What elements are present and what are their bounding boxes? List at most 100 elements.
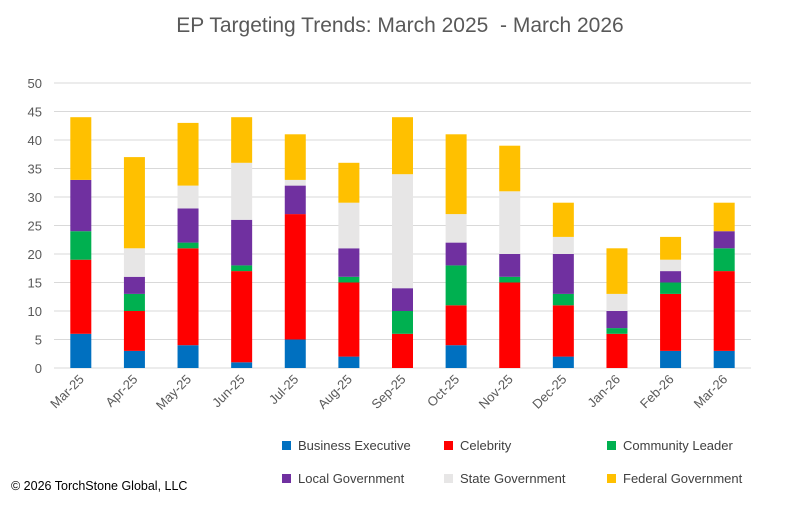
bar-segment <box>284 214 306 340</box>
bar-segment <box>70 179 92 232</box>
x-tick-label: Jan-26 <box>584 372 623 411</box>
bar-segment <box>445 265 467 306</box>
bar-segment <box>552 293 574 306</box>
bar-segment <box>713 350 735 368</box>
x-tick-label: Jun-25 <box>209 372 248 411</box>
bar-segment <box>606 293 628 311</box>
bar-segment <box>231 219 253 266</box>
bar-segment <box>338 356 360 368</box>
legend-label: Community Leader <box>623 438 733 453</box>
bar-segment <box>606 248 628 294</box>
legend-label: Business Executive <box>298 438 411 453</box>
chart-title: EP Targeting Trends: March 2025 - March … <box>176 14 624 37</box>
legend-label: State Government <box>460 471 566 486</box>
bar-segment <box>713 248 735 272</box>
y-tick-label: 40 <box>28 133 42 148</box>
bar-segment <box>660 282 682 294</box>
legend-swatch <box>607 474 616 483</box>
bar-segment <box>70 333 92 368</box>
copyright: © 2026 TorchStone Global, LLC <box>11 479 188 493</box>
bar-segment <box>231 117 253 163</box>
bar-segment <box>231 271 253 363</box>
bar-segment <box>177 185 199 209</box>
bar-segment <box>445 305 467 346</box>
legend-swatch <box>282 441 291 450</box>
bar-segment <box>338 162 360 203</box>
bar-segment <box>660 271 682 283</box>
bar-segment <box>338 202 360 249</box>
bar-segment <box>177 242 199 249</box>
bar-segment <box>177 122 199 186</box>
bar-segment <box>70 231 92 260</box>
bar-segment <box>499 282 521 368</box>
bar-segment <box>499 254 521 277</box>
bar-segment <box>445 242 467 266</box>
bar-segment <box>499 276 521 283</box>
bar-segment <box>338 248 360 277</box>
x-tick-label: Feb-26 <box>637 372 677 412</box>
bar-segment <box>713 202 735 232</box>
bar-segment <box>660 293 682 351</box>
bar-segment <box>713 271 735 351</box>
y-tick-label: 10 <box>28 304 42 319</box>
bar-segment <box>552 356 574 368</box>
bar-segment <box>713 231 735 249</box>
bar-segment <box>606 328 628 334</box>
x-tick-label: Mar-26 <box>691 372 731 412</box>
y-tick-label: 30 <box>28 190 42 205</box>
bar-segment <box>123 293 145 311</box>
x-tick-label: Oct-25 <box>424 372 462 410</box>
x-tick-label: Apr-25 <box>102 372 140 410</box>
bar-segment <box>123 157 145 249</box>
bar-segment <box>552 305 574 357</box>
x-tick-label: Mar-25 <box>47 372 87 412</box>
bar-segment <box>284 134 306 180</box>
bar-segment <box>552 254 574 294</box>
bar-segment <box>660 350 682 368</box>
legend-label: Celebrity <box>460 438 512 453</box>
legend-item: Celebrity <box>444 438 511 453</box>
bar-segment <box>284 179 306 186</box>
bar-segment <box>338 276 360 283</box>
legend-swatch <box>282 474 291 483</box>
bar-segment <box>123 248 145 277</box>
legend-item: State Government <box>444 471 566 486</box>
y-tick-label: 35 <box>28 162 42 177</box>
legend-label: Federal Government <box>623 471 743 486</box>
bar-segment <box>70 259 92 334</box>
y-tick-label: 25 <box>28 219 42 234</box>
legend-label: Local Government <box>298 471 405 486</box>
x-tick-label: Jul-25 <box>266 372 302 408</box>
bar-segment <box>552 236 574 254</box>
bar-segment <box>392 333 413 368</box>
bar-segment <box>284 185 306 215</box>
bar-segment <box>392 288 413 311</box>
bar-segment <box>123 276 145 294</box>
y-tick-label: 5 <box>35 333 42 348</box>
bar-segment <box>284 339 306 368</box>
bar-segment <box>392 311 413 334</box>
bar-segment <box>123 311 145 351</box>
bar-segment <box>499 191 521 254</box>
bar-segment <box>499 145 521 192</box>
bar-segment <box>660 259 682 272</box>
bar-segment <box>338 282 360 357</box>
legend-swatch <box>444 441 453 450</box>
bar-segment <box>552 202 574 237</box>
bar-segment <box>392 174 413 289</box>
x-tick-label: Dec-25 <box>529 372 569 412</box>
bar-segment <box>177 248 199 346</box>
bar-segment <box>606 333 628 368</box>
bar-segment <box>606 311 628 329</box>
y-tick-label: 15 <box>28 276 42 291</box>
bar-segment <box>445 345 467 368</box>
legend-item: Federal Government <box>607 471 742 486</box>
x-tick-label: Nov-25 <box>476 372 516 412</box>
x-tick-label: Aug-25 <box>315 372 355 412</box>
bar-segment <box>660 236 682 260</box>
bar-segment <box>177 345 199 368</box>
legend-swatch <box>607 441 616 450</box>
legend-item: Community Leader <box>607 438 733 453</box>
